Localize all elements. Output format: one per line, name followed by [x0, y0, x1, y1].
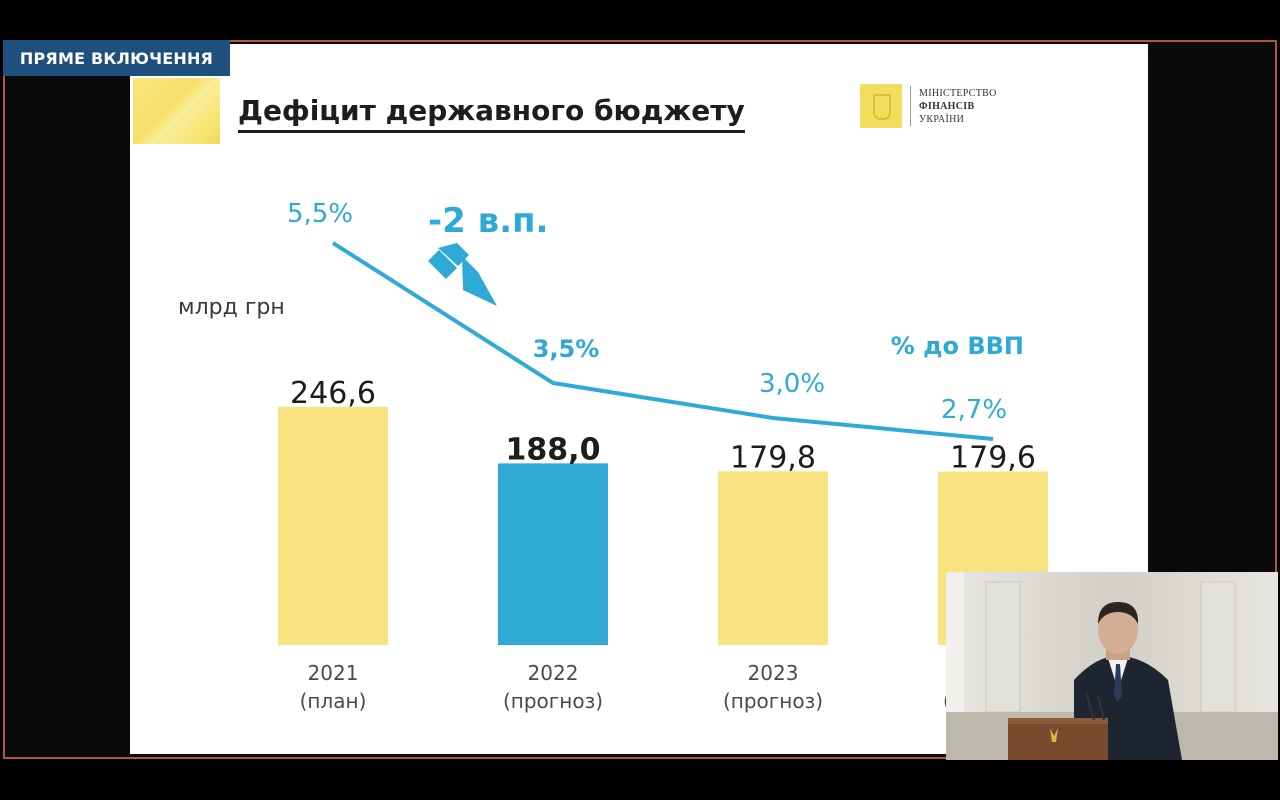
gdp-share-label-1: 3,5% — [533, 335, 600, 363]
bar-value-label-0: 246,6 — [290, 376, 376, 411]
x-tick-label-1-0: 2022 — [528, 661, 579, 685]
logo-text: МІНІСТЕРСТВО ФІНАНСІВ УКРАЇНИ — [919, 87, 997, 126]
x-tick-label-2-0: 2023 — [748, 661, 799, 685]
ministry-logo: МІНІСТЕРСТВО ФІНАНСІВ УКРАЇНИ — [860, 84, 997, 128]
gdp-share-label-2: 3,0% — [759, 369, 825, 399]
bar-1 — [498, 463, 608, 645]
x-tick-label-0-1: (план) — [300, 689, 367, 713]
arrow-down-right-icon — [428, 243, 497, 306]
bar-value-label-1: 188,0 — [506, 432, 601, 467]
bar-value-label-3: 179,6 — [950, 441, 1036, 476]
bar-value-label-2: 179,8 — [730, 440, 816, 475]
y-axis-label: млрд грн — [178, 295, 285, 320]
logo-line-2: ФІНАНСІВ — [919, 100, 975, 112]
x-tick-label-1-1: (прогноз) — [503, 689, 603, 713]
x-tick-label-0-0: 2021 — [308, 661, 359, 685]
gdp-share-line — [331, 241, 994, 441]
corner-decoration — [133, 78, 220, 144]
logo-divider — [910, 86, 911, 126]
gdp-share-label-0: 5,5% — [287, 199, 353, 229]
trident-icon — [860, 84, 902, 128]
gdp-share-label-3: 2,7% — [941, 395, 1007, 425]
change-annotation: -2 в.п. — [428, 201, 548, 241]
slide-title: Дефіцит державного бюджету — [238, 93, 745, 133]
logo-line-3: УКРАЇНИ — [919, 113, 965, 125]
bar-0 — [278, 406, 388, 645]
bar-2 — [718, 471, 828, 645]
live-broadcast-badge: ПРЯМЕ ВКЛЮЧЕННЯ — [3, 40, 230, 76]
speaker-video-inset — [946, 572, 1278, 760]
x-tick-label-2-1: (прогноз) — [723, 689, 823, 713]
secondary-series-label: % до ВВП — [891, 332, 1024, 360]
logo-line-1: МІНІСТЕРСТВО — [919, 87, 997, 99]
